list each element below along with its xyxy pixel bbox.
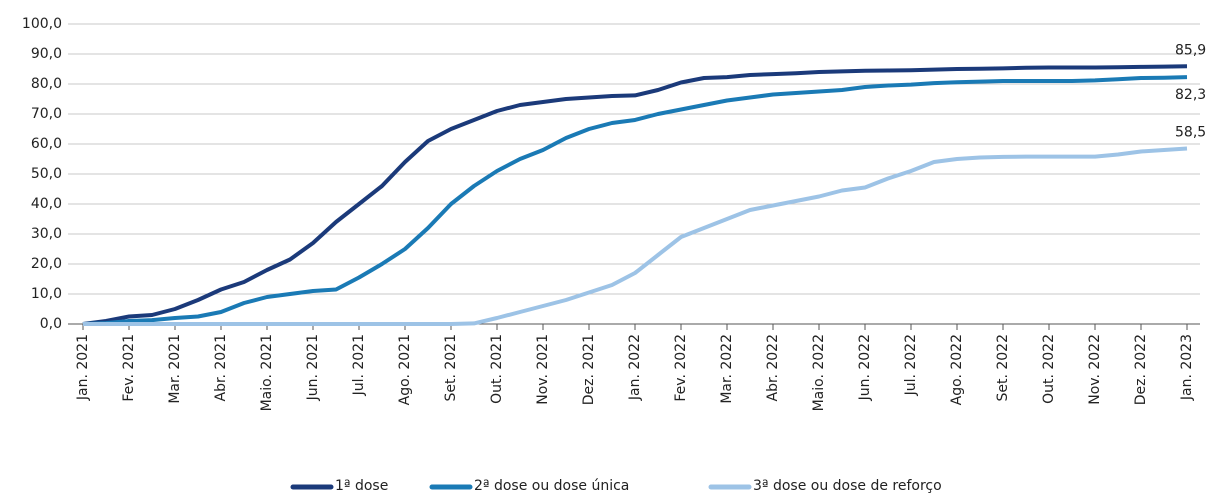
x-tick-label: Set. 2022 [995, 334, 1011, 402]
end-label: 58,5 [1175, 125, 1206, 141]
series-line [83, 146, 1188, 326]
y-tick-label: 80,0 [31, 76, 62, 92]
end-label: 82,3 [1175, 87, 1206, 103]
x-tick-label: Fev. 2021 [121, 334, 137, 402]
x-tick-label: Abr. 2022 [765, 334, 781, 401]
y-tick-label: 90,0 [31, 46, 62, 62]
x-tick-label: Mar. 2022 [719, 334, 735, 404]
y-tick-label: 40,0 [31, 196, 62, 212]
x-tick-label: Fev. 2022 [673, 334, 689, 402]
x-tick-label: Out. 2022 [1041, 334, 1057, 404]
x-tick-label: Ago. 2022 [949, 334, 965, 405]
y-tick-label: 70,0 [31, 106, 62, 122]
x-tick-label: Maio. 2022 [811, 334, 827, 411]
x-tick-label: Jan. 2023 [1179, 334, 1195, 401]
x-tick-label: Jun. 2021 [305, 334, 321, 401]
x-tick-label: Jan. 2022 [627, 334, 643, 401]
x-tick-label: Set. 2021 [443, 334, 459, 402]
series-line [82, 64, 1188, 326]
x-tick-label: Nov. 2022 [1087, 334, 1103, 405]
x-tick-label: Jul. 2021 [351, 334, 367, 396]
legend-label: 3ª dose ou dose de reforço [753, 478, 942, 494]
legend-label: 2ª dose ou dose única [474, 478, 629, 494]
y-tick-label: 0,0 [40, 316, 62, 332]
series-line [82, 75, 1188, 326]
x-tick-label: Dez. 2022 [1133, 334, 1149, 405]
legend-label: 1ª dose [335, 478, 388, 494]
y-tick-label: 10,0 [31, 286, 62, 302]
x-tick-label: Jan. 2021 [75, 334, 91, 401]
y-tick-label: 100,0 [22, 16, 62, 32]
y-tick-label: 50,0 [31, 166, 62, 182]
y-tick-label: 60,0 [31, 136, 62, 152]
y-tick-label: 30,0 [31, 226, 62, 242]
x-tick-label: Nov. 2021 [535, 334, 551, 405]
x-tick-label: Dez. 2021 [581, 334, 597, 405]
x-tick-label: Abr. 2021 [213, 334, 229, 401]
x-tick-label: Ago. 2021 [397, 334, 413, 405]
x-tick-label: Maio. 2021 [259, 334, 275, 411]
x-tick-label: Jul. 2022 [903, 334, 919, 396]
end-label: 85,9 [1175, 42, 1206, 58]
x-tick-label: Jun. 2022 [857, 334, 873, 401]
y-tick-label: 20,0 [31, 256, 62, 272]
x-tick-label: Out. 2021 [489, 334, 505, 404]
x-tick-label: Mar. 2021 [167, 334, 183, 404]
